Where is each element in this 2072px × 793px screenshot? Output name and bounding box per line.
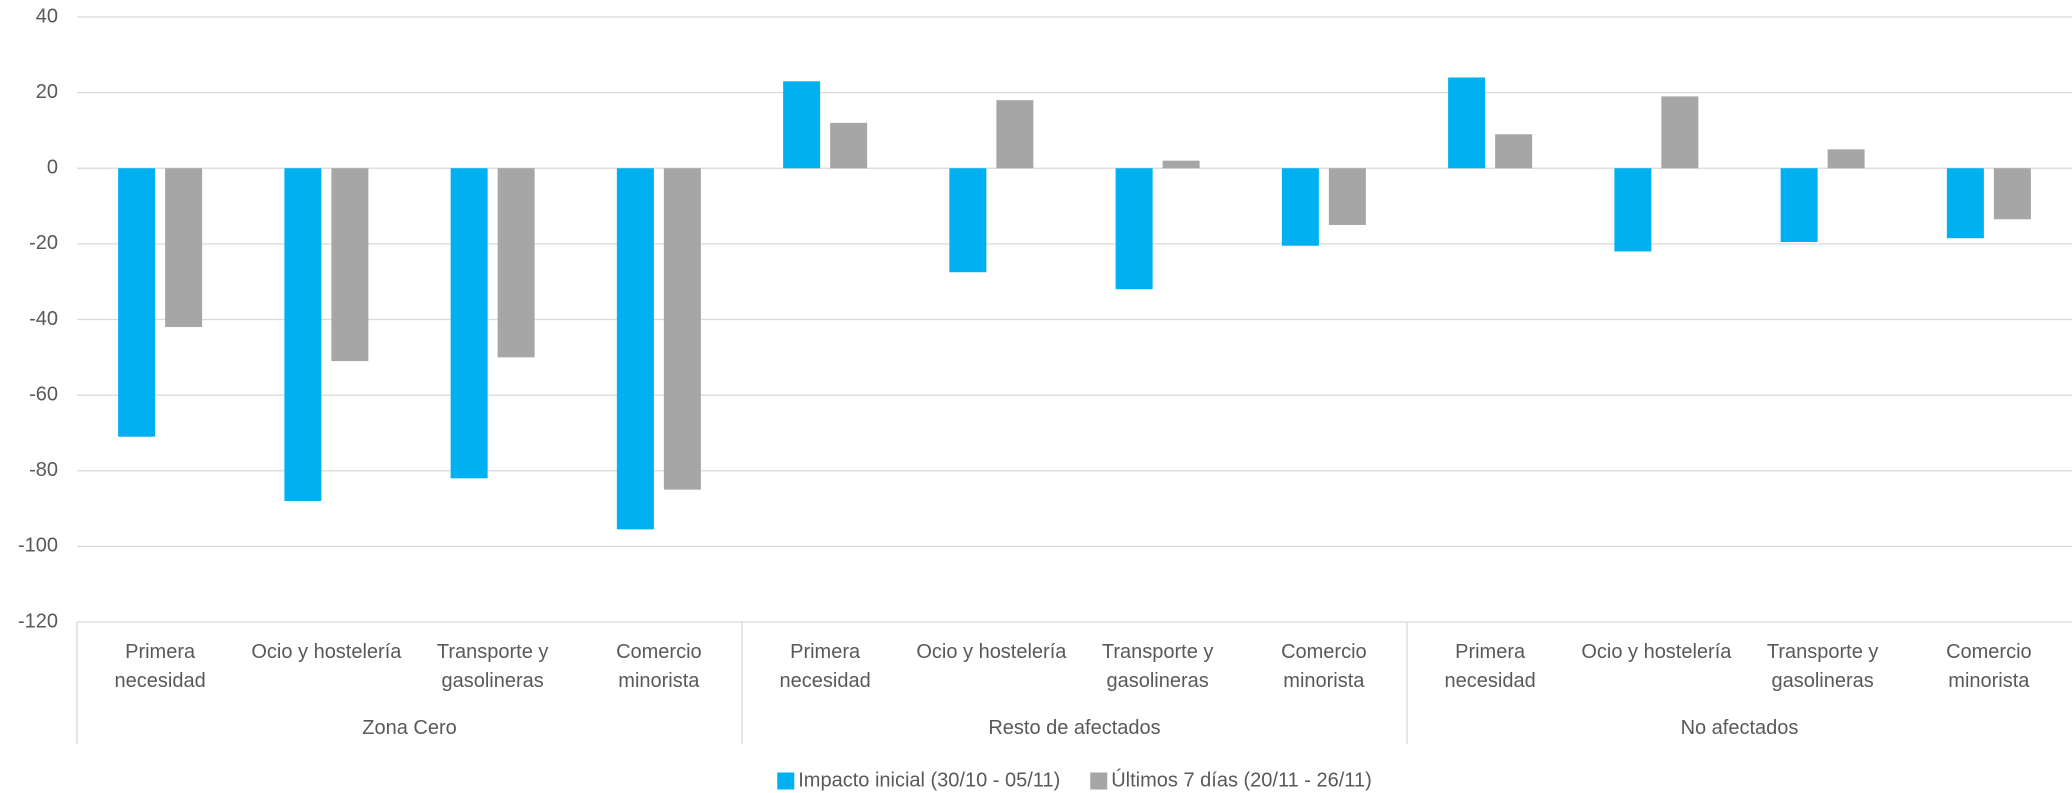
bar [783, 81, 821, 169]
x-tick-label: Ocio y hostelería [251, 641, 402, 663]
bar [1614, 168, 1652, 252]
x-tick-label: Transporte y gasolineras [1101, 641, 1214, 692]
bar [118, 168, 156, 437]
legend-label: Últimos 7 días (20/11 - 26/11) [1111, 768, 1372, 791]
bar [284, 168, 322, 501]
x-tick-label: Primera necesidad [114, 641, 206, 692]
bar [616, 168, 654, 530]
bar [1115, 168, 1153, 290]
bar [1946, 168, 1984, 239]
bar [497, 168, 535, 358]
y-tick-label: 0 [47, 157, 58, 179]
bar [1827, 149, 1865, 169]
legend-swatch [1090, 772, 1108, 790]
y-tick-label: 20 [36, 81, 58, 103]
bar [1328, 168, 1366, 225]
bar [1448, 77, 1486, 169]
group-label: Zona Cero [362, 717, 457, 739]
x-tick-label: Comercio minorista [616, 641, 702, 692]
legend-swatch [777, 772, 795, 790]
group-label: No afectados [1680, 717, 1799, 739]
y-tick-label: -120 [18, 610, 58, 632]
bar [165, 168, 203, 328]
bar [1661, 96, 1699, 169]
bar [1281, 168, 1319, 246]
x-tick-label: Ocio y hostelería [1581, 641, 1732, 663]
bar [331, 168, 369, 362]
x-tick-label: Ocio y hostelería [916, 641, 1067, 663]
x-tick-label: Comercio minorista [1946, 641, 2032, 692]
y-tick-label: -80 [29, 459, 58, 481]
group-label: Resto de afectados [988, 717, 1161, 739]
x-tick-label: Transporte y gasolineras [1766, 641, 1879, 692]
y-tick-label: -20 [29, 232, 58, 254]
bar [1162, 160, 1200, 169]
x-tick-label: Transporte y gasolineras [436, 641, 549, 692]
bar [450, 168, 488, 479]
x-tick-label: Comercio minorista [1281, 641, 1367, 692]
legend-label: Impacto inicial (30/10 - 05/11) [798, 769, 1060, 791]
bar [663, 168, 701, 490]
y-tick-label: -60 [29, 383, 58, 405]
y-tick-label: -100 [18, 535, 58, 557]
bar [830, 122, 868, 169]
bar [1993, 168, 2031, 220]
bar [949, 168, 987, 273]
x-tick-label: Primera necesidad [779, 641, 871, 692]
bar [996, 100, 1034, 169]
y-tick-label: 40 [36, 5, 58, 27]
x-tick-label: Primera necesidad [1444, 641, 1536, 692]
bar [1495, 134, 1533, 169]
bar [1780, 168, 1818, 242]
y-tick-label: -40 [29, 308, 58, 330]
